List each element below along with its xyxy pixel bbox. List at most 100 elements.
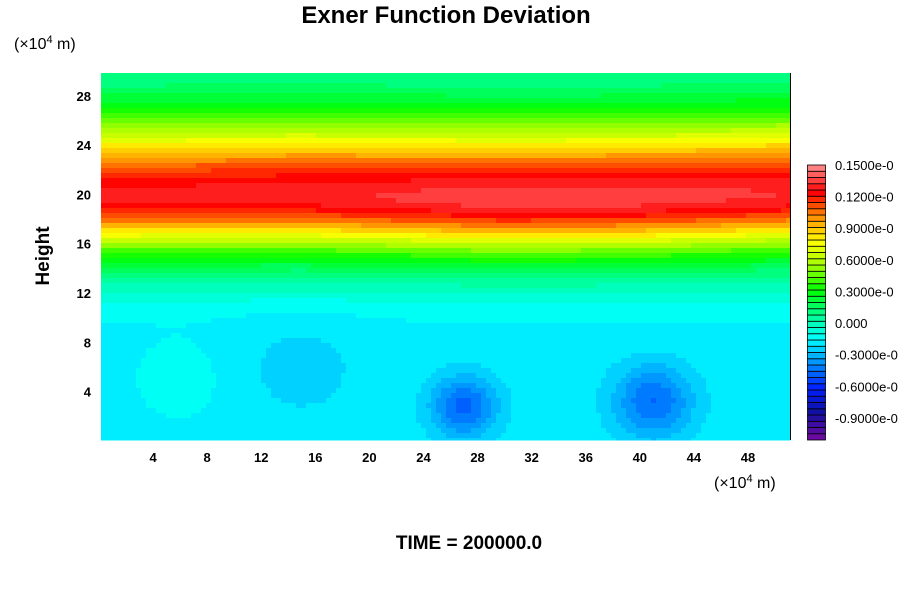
heatmap-cell (146, 398, 152, 404)
heatmap-cell (136, 78, 142, 84)
heatmap-cell (416, 398, 422, 404)
heatmap-cell (146, 108, 152, 114)
heatmap-cell (201, 193, 207, 199)
heatmap-cell (116, 348, 122, 354)
heatmap-cell (186, 208, 192, 214)
heatmap-cell (226, 158, 232, 164)
heatmap-cell (171, 163, 177, 169)
heatmap-cell (361, 398, 367, 404)
heatmap-cell (256, 323, 262, 329)
heatmap-cell (391, 98, 397, 104)
heatmap-cell (366, 218, 372, 224)
heatmap-cell (306, 233, 312, 239)
heatmap-cell (401, 338, 407, 344)
heatmap-cell (216, 323, 222, 329)
heatmap-cell (311, 243, 317, 249)
heatmap-cell (336, 258, 342, 264)
heatmap-cell (346, 88, 352, 94)
heatmap-cell (166, 118, 172, 124)
heatmap-cell (306, 158, 312, 164)
heatmap-cell (131, 418, 137, 424)
heatmap-cell (366, 128, 372, 134)
heatmap-cell (381, 188, 387, 194)
heatmap-cell (171, 398, 177, 404)
heatmap-cell (311, 343, 317, 349)
heatmap-cell (401, 383, 407, 389)
heatmap-cell (256, 113, 262, 119)
heatmap-cell (131, 428, 137, 434)
heatmap-cell (391, 413, 397, 419)
heatmap-cell (336, 203, 342, 209)
heatmap-cell (391, 263, 397, 269)
heatmap-cell (356, 163, 362, 169)
heatmap-cell (176, 303, 182, 309)
heatmap-cell (206, 278, 212, 284)
heatmap-cell (296, 143, 302, 149)
heatmap-cell (321, 343, 327, 349)
heatmap-cell (106, 308, 112, 314)
heatmap-cell (176, 318, 182, 324)
heatmap-cell (406, 148, 412, 154)
heatmap-cell (321, 293, 327, 299)
heatmap-cell (241, 283, 247, 289)
heatmap-cell (141, 348, 147, 354)
heatmap-cell (306, 103, 312, 109)
heatmap-cell (326, 158, 332, 164)
heatmap-cell (226, 78, 232, 84)
heatmap-cell (421, 378, 427, 384)
heatmap-cell (391, 168, 397, 174)
heatmap-cell (231, 203, 237, 209)
heatmap-cell (186, 178, 192, 184)
heatmap-cell (206, 178, 212, 184)
heatmap-cell (211, 353, 217, 359)
heatmap-cell (246, 428, 252, 434)
heatmap-cell (161, 403, 167, 409)
heatmap-cell (221, 253, 227, 259)
heatmap-cell (361, 208, 367, 214)
heatmap-cell (191, 178, 197, 184)
heatmap-cell (166, 93, 172, 99)
heatmap-cell (101, 303, 107, 309)
heatmap-cell (181, 73, 187, 79)
heatmap-cell (286, 173, 292, 179)
heatmap-cell (181, 328, 187, 334)
heatmap-cell (261, 343, 267, 349)
heatmap-cell (361, 273, 367, 279)
heatmap-cell (221, 408, 227, 414)
heatmap-cell (161, 83, 167, 89)
heatmap-cell (241, 343, 247, 349)
heatmap-cell (351, 268, 357, 274)
heatmap-cell (311, 203, 317, 209)
heatmap-cell (416, 278, 422, 284)
heatmap-cell (171, 228, 177, 234)
heatmap-cell (191, 353, 197, 359)
heatmap-cell (221, 308, 227, 314)
heatmap-cell (316, 293, 322, 299)
heatmap-cell (261, 88, 267, 94)
heatmap-cell (301, 148, 307, 154)
heatmap-cell (171, 198, 177, 204)
heatmap-cell (136, 348, 142, 354)
heatmap-cell (216, 368, 222, 374)
heatmap-cell (361, 283, 367, 289)
heatmap-cell (421, 243, 427, 249)
heatmap-cell (361, 383, 367, 389)
heatmap-cell (126, 278, 132, 284)
heatmap-cell (406, 363, 412, 369)
heatmap-cell (211, 368, 217, 374)
heatmap-cell (116, 338, 122, 344)
heatmap-cell (241, 143, 247, 149)
heatmap-cell (236, 228, 242, 234)
heatmap-cell (161, 133, 167, 139)
heatmap-cell (346, 313, 352, 319)
heatmap-cell (126, 253, 132, 259)
heatmap-cell (116, 438, 122, 441)
heatmap-cell (386, 268, 392, 274)
heatmap-cell (221, 128, 227, 134)
heatmap-cell (356, 98, 362, 104)
heatmap-cell (396, 238, 402, 244)
heatmap-cell (301, 113, 307, 119)
heatmap-cell (346, 403, 352, 409)
heatmap-cell (301, 73, 307, 79)
heatmap-cell (311, 168, 317, 174)
